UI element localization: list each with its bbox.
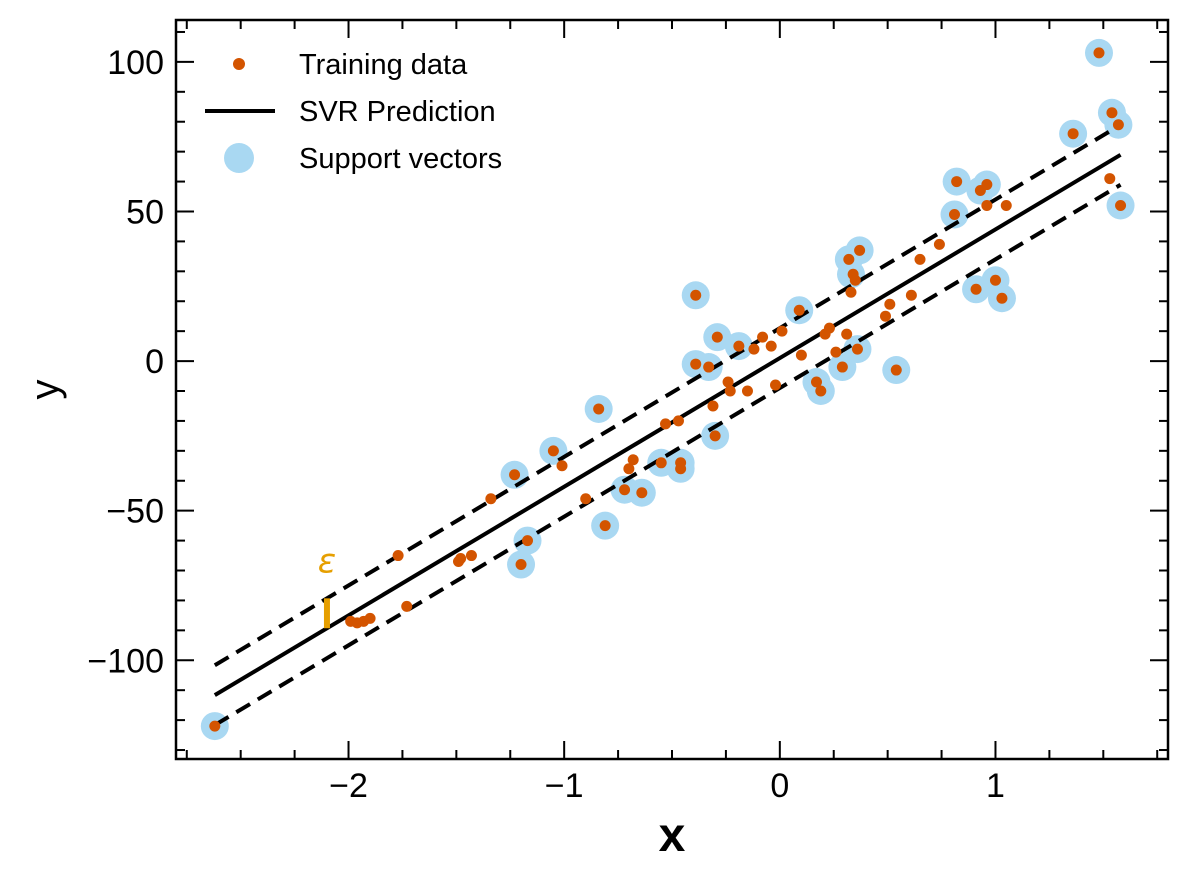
legend-training-marker	[233, 58, 245, 70]
training-data-point	[455, 553, 467, 565]
training-data-point	[1000, 199, 1012, 211]
training-data-point	[815, 385, 827, 397]
training-data-point	[765, 340, 777, 352]
legend-support-label: Support vectors	[299, 143, 502, 175]
training-data-point	[733, 340, 745, 352]
training-data-point	[851, 343, 863, 355]
training-data-point	[1112, 119, 1124, 131]
training-data-point	[914, 253, 926, 265]
plot-area: ε	[200, 38, 1135, 741]
training-data-point	[981, 199, 993, 211]
training-data-point	[1104, 173, 1116, 185]
x-tick-label: −1	[545, 767, 584, 805]
epsilon-upper-bound	[213, 123, 1122, 667]
training-data-point	[599, 520, 611, 532]
epsilon-lower-bound	[213, 183, 1122, 727]
training-data-point	[933, 238, 945, 250]
training-data-point	[709, 430, 721, 442]
training-data-point	[707, 400, 719, 412]
training-data-point	[981, 179, 993, 191]
training-data-point	[660, 418, 672, 430]
training-data-point	[849, 274, 861, 286]
training-data-point	[757, 331, 769, 343]
training-data-point	[823, 322, 835, 334]
x-tick-label: −2	[329, 767, 368, 805]
y-axis-title: y	[23, 380, 67, 400]
legend-support-marker	[224, 143, 254, 173]
training-data-point	[509, 469, 521, 481]
training-data-point	[593, 403, 605, 415]
training-data-point	[748, 343, 760, 355]
training-data-point	[690, 358, 702, 370]
training-data-point	[711, 331, 723, 343]
x-tick-label: 1	[986, 767, 1005, 805]
training-data-point	[655, 457, 667, 469]
training-data-point	[741, 385, 753, 397]
training-data-point	[836, 361, 848, 373]
training-data-point	[522, 535, 534, 547]
training-data-point	[690, 289, 702, 301]
training-data-point	[1106, 107, 1118, 119]
training-data-point	[841, 328, 853, 340]
training-data-point	[392, 550, 404, 562]
training-data-point	[970, 283, 982, 295]
training-data-point	[623, 463, 635, 475]
training-data-point	[515, 559, 527, 571]
legend: Training data SVR Prediction Support vecto…	[205, 49, 502, 175]
training-data-point	[793, 304, 805, 316]
training-data-point	[619, 484, 631, 496]
plot-frame	[174, 18, 1170, 761]
y-tick-label: 100	[107, 44, 164, 82]
training-data-point	[845, 286, 857, 298]
y-tick-label: −100	[87, 642, 164, 680]
training-data-point	[854, 244, 866, 256]
training-data-point	[1115, 199, 1127, 211]
training-data-point	[364, 612, 376, 624]
training-data-point	[485, 493, 497, 505]
epsilon-label: ε	[318, 541, 336, 581]
training-data-point	[949, 208, 961, 220]
training-data-point	[830, 346, 842, 358]
x-axis-title: x	[659, 809, 686, 862]
training-data-point	[636, 487, 648, 499]
training-data-point	[724, 385, 736, 397]
training-data-point	[1067, 128, 1079, 140]
axes: −2 −1 0 1 −100 −50 0 50 100 x y	[23, 18, 1170, 862]
plot-content	[200, 38, 1135, 741]
training-data-point	[547, 445, 559, 457]
training-data-point	[580, 493, 592, 505]
training-data-point	[627, 454, 639, 466]
training-data-point	[675, 463, 687, 475]
training-data-point	[1093, 47, 1105, 59]
training-data-point	[776, 325, 788, 337]
x-tick-label: 0	[770, 767, 789, 805]
training-data-point	[770, 379, 782, 391]
training-data-point	[879, 310, 891, 322]
y-tick-label: 50	[126, 193, 164, 231]
training-data-point	[703, 361, 715, 373]
training-data-point	[465, 550, 477, 562]
training-data-point	[722, 376, 734, 388]
training-data-point	[672, 415, 684, 427]
training-data-point	[810, 376, 822, 388]
training-data-point	[556, 460, 568, 472]
legend-prediction-label: SVR Prediction	[299, 96, 496, 128]
legend-training-label: Training data	[299, 49, 468, 81]
training-data-point	[795, 349, 807, 361]
training-data-point	[996, 292, 1008, 304]
training-data-point	[209, 720, 221, 732]
y-tick-label: −50	[106, 493, 164, 531]
training-data-point	[951, 176, 963, 188]
training-data-point	[401, 600, 413, 612]
training-data-point	[884, 298, 896, 310]
training-data-point	[905, 289, 917, 301]
y-tick-label: 0	[145, 343, 164, 381]
training-data-point	[989, 274, 1001, 286]
training-data-point	[890, 364, 902, 376]
training-data-point	[843, 253, 855, 265]
